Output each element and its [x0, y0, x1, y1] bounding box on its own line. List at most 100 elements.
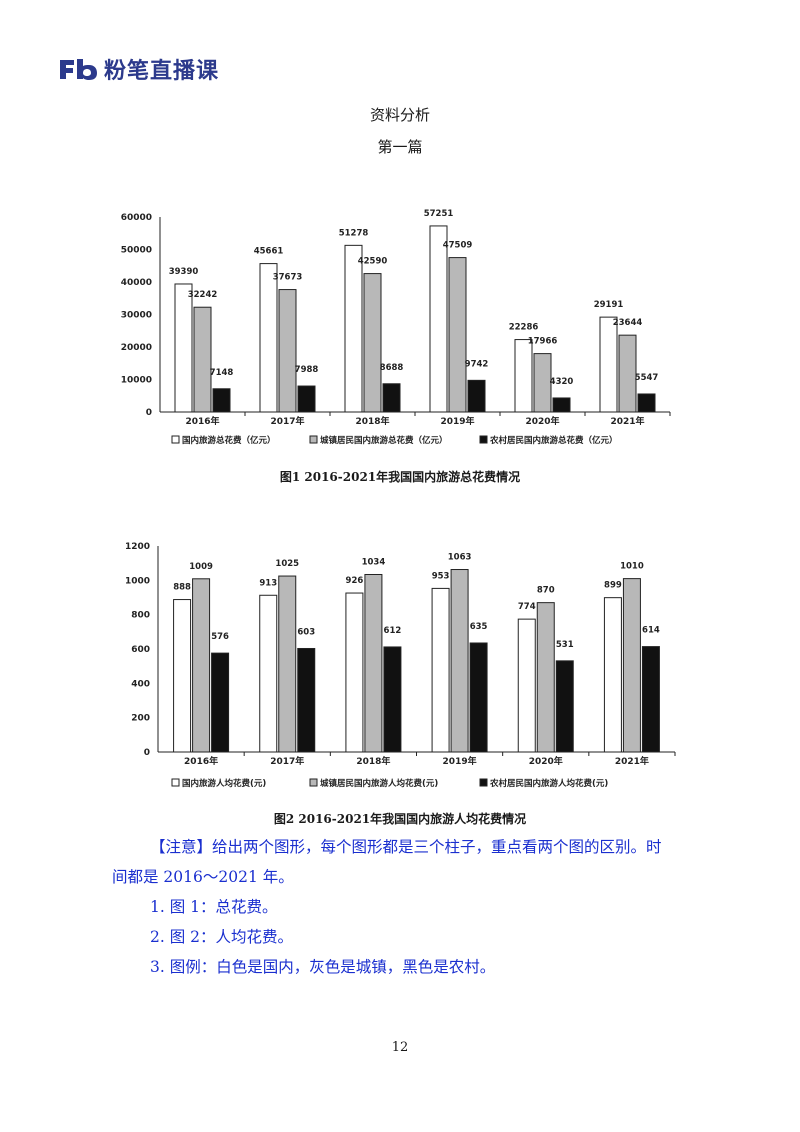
chart1-bar	[212, 388, 231, 413]
chart1-x-tick-label: 2017年	[270, 415, 304, 427]
chart2-bar	[431, 587, 450, 753]
chart2-data-label: 614	[642, 626, 660, 636]
chart1-bar	[174, 283, 193, 413]
chart2-bar	[536, 602, 555, 753]
chart2-x-tick-label: 2017年	[270, 755, 304, 767]
chart2-data-label: 612	[384, 626, 402, 636]
chart1-x-tick-label: 2018年	[355, 415, 389, 427]
chart1-y-tick-label: 40000	[121, 278, 152, 288]
chart2-x-tick-label: 2019年	[443, 755, 477, 767]
chart1-y-tick-label: 60000	[121, 213, 152, 223]
chart2-data-label: 953	[432, 571, 450, 581]
chart1-data-label: 7148	[210, 368, 234, 378]
chart1-bar	[297, 385, 316, 413]
chart1-data-label: 51278	[339, 228, 369, 238]
chart1-bar	[382, 383, 401, 413]
chart1-data-label: 7988	[295, 365, 319, 375]
note-item-3: 3. 图例：白色是国内，灰色是城镇，黑色是农村。	[150, 958, 496, 976]
chart2-bar	[211, 652, 230, 753]
chart2-y-tick-label: 400	[131, 679, 150, 689]
chart1-data-label: 22286	[509, 323, 539, 333]
chart1-legend-label: 城镇居民国内旅游总花费（亿元）	[320, 435, 448, 446]
chart1-bar	[448, 257, 467, 413]
chart1-y-tick-label: 30000	[121, 311, 152, 321]
chart2-bar	[297, 647, 316, 753]
chart1-data-label: 45661	[254, 247, 284, 257]
chart1-bar	[467, 379, 486, 413]
chart2-data-label: 635	[470, 622, 488, 632]
chart2-bar	[622, 578, 641, 753]
chart-2: 0 200 400 600 800 1000 1200 2016年 888 1009 576 2017…	[110, 530, 690, 800]
note-line-1: 【注意】给出两个图形，每个图形都是三个柱子，重点看两个图的区别。时	[150, 838, 662, 856]
note-item-1: 1. 图 1：总花费。	[150, 898, 278, 916]
chart1-bar	[533, 353, 552, 413]
chart2-bar	[450, 569, 469, 753]
chart-1-caption: 图1 2016-2021年我国国内旅游总花费情况	[279, 470, 521, 484]
chart2-x-tick-label: 2018年	[356, 755, 390, 767]
chart2-y-tick-label: 1000	[125, 576, 150, 586]
chart2-legend-swatch	[479, 778, 488, 787]
chart2-data-label: 1009	[189, 562, 213, 572]
chart1-legend-label: 国内旅游总花费（亿元）	[182, 435, 276, 446]
chart1-bar	[618, 334, 637, 413]
chart1-data-label: 39390	[169, 267, 199, 277]
chart1-bar	[514, 339, 533, 413]
chart1-data-label: 57251	[424, 209, 454, 219]
chart2-y-tick-label: 1200	[125, 542, 150, 552]
chart1-bar	[193, 306, 212, 413]
chart1-y-tick-label: 20000	[121, 343, 152, 353]
chart1-legend-swatch	[479, 435, 488, 444]
chart1-data-label: 4320	[550, 377, 574, 387]
note-item-2: 2. 图 2：人均花费。	[150, 928, 294, 946]
chart1-bar	[363, 273, 382, 413]
brand-header: 粉笔直播课	[58, 54, 219, 84]
chart2-bar	[278, 575, 297, 753]
chart2-data-label: 899	[604, 581, 622, 591]
page-subtitle: 第一篇	[377, 138, 423, 156]
chart2-data-label: 1010	[620, 562, 644, 572]
chart2-bar	[603, 597, 622, 753]
chart1-data-label: 9742	[465, 359, 489, 369]
brand-name: 粉笔直播课	[104, 59, 220, 84]
chart1-bar	[637, 393, 656, 413]
chart2-data-label: 926	[346, 576, 364, 586]
chart1-legend-swatch	[309, 435, 318, 444]
chart1-bar	[278, 289, 297, 413]
chart1-bar	[552, 397, 571, 413]
page-number: 12	[391, 1040, 409, 1055]
chart2-data-label: 1025	[275, 559, 299, 569]
chart2-data-label: 1063	[448, 553, 472, 563]
chart2-x-tick-label: 2020年	[529, 755, 563, 767]
chart2-bar	[469, 642, 488, 753]
chart2-data-label: 888	[173, 583, 191, 593]
chart2-bar	[517, 618, 536, 753]
chart2-bar	[364, 573, 383, 753]
chart2-data-label: 913	[259, 578, 277, 588]
chart1-data-label: 8688	[380, 363, 404, 373]
chart1-data-label: 29191	[594, 300, 624, 310]
chart1-bar	[599, 316, 618, 413]
chart-1-svg: 0 10000 20000 30000 40000 50000 60000 2016年 3939…	[121, 209, 671, 446]
page-title: 资料分析	[369, 106, 430, 124]
chart1-data-label: 23644	[613, 318, 643, 328]
chart1-bar	[259, 263, 278, 413]
chart2-bar	[555, 660, 574, 753]
chart2-x-tick-label: 2016年	[184, 755, 218, 767]
chart2-y-tick-label: 0	[144, 748, 150, 758]
chart2-y-tick-label: 200	[131, 714, 150, 724]
chart1-x-tick-label: 2016年	[185, 415, 219, 427]
chart1-y-tick-label: 0	[146, 408, 152, 418]
chart1-x-tick-label: 2021年	[610, 415, 644, 427]
chart1-x-tick-label: 2020年	[525, 415, 559, 427]
chart1-bar	[429, 225, 448, 413]
note-block: 【注意】给出两个图形，每个图形都是三个柱子，重点看两个图的区别。时 间都是 20…	[112, 832, 712, 982]
chart1-data-label: 37673	[273, 273, 303, 283]
chart-1: 0 10000 20000 30000 40000 50000 60000 2016年 3939…	[110, 200, 690, 460]
chart2-data-label: 870	[537, 586, 555, 596]
chart2-data-label: 531	[556, 640, 574, 650]
fenbi-logo-icon	[60, 59, 97, 80]
chart1-x-tick-label: 2019年	[440, 415, 474, 427]
chart1-legend-swatch	[171, 435, 180, 444]
note-line-2: 间都是 2016～2021 年。	[112, 868, 294, 886]
chart2-x-tick-label: 2021年	[615, 755, 649, 767]
